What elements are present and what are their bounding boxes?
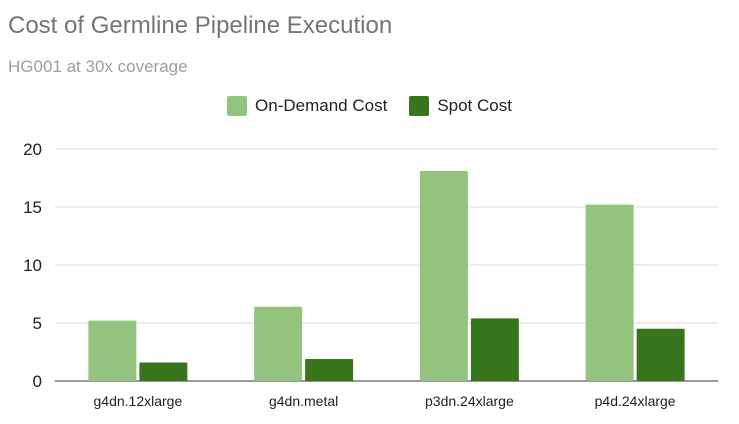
legend-label-spot: Spot Cost (437, 96, 512, 115)
chart-title: Cost of Germline Pipeline Execution (8, 12, 393, 39)
legend-item-spot: Spot Cost (409, 96, 512, 116)
legend-item-on-demand: On-Demand Cost (227, 96, 387, 116)
legend-swatch-on-demand (227, 96, 248, 116)
bar-spot (470, 318, 519, 381)
y-tick-label: 0 (33, 372, 42, 391)
chart-subtitle: HG001 at 30x coverage (8, 57, 188, 76)
bar-on-demand (585, 204, 634, 381)
bar-spot (139, 362, 188, 381)
bar-on-demand (254, 306, 303, 381)
y-tick-label: 10 (23, 256, 42, 275)
bar-on-demand (88, 320, 137, 381)
y-tick-label: 20 (23, 140, 42, 159)
x-tick-label: p4d.24xlarge (595, 393, 676, 409)
x-tick-label: g4dn.12xlarge (94, 393, 183, 409)
bar-spot (636, 328, 685, 381)
x-tick-label: g4dn.metal (269, 393, 338, 409)
y-tick-label: 5 (33, 314, 42, 333)
bar-spot (305, 358, 354, 381)
legend-label-on-demand: On-Demand Cost (255, 96, 388, 115)
x-tick-label: p3dn.24xlarge (425, 393, 514, 409)
chart-legend: On-Demand Cost Spot Cost (0, 96, 739, 116)
legend-swatch-spot (409, 96, 430, 116)
bar-on-demand (419, 171, 468, 381)
y-tick-label: 15 (23, 198, 42, 217)
